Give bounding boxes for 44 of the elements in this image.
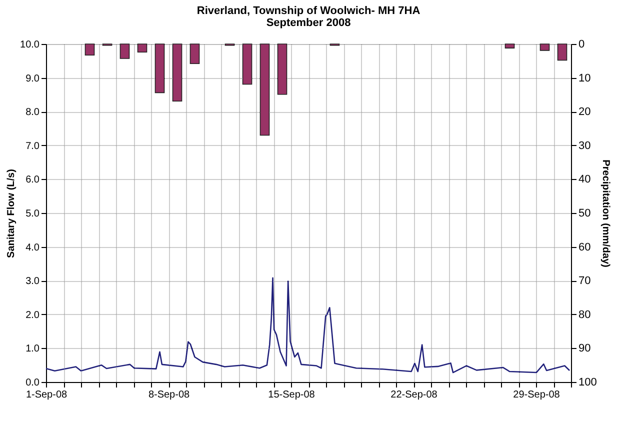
y2-tick-label: 50 [578, 208, 591, 220]
y2-tick-label: 40 [578, 174, 591, 186]
bar [172, 44, 182, 102]
x-tick-label: 29-Sep-08 [513, 390, 560, 400]
y2-tick-label: 30 [578, 140, 591, 152]
bar [84, 44, 95, 56]
y2-tick-label: 70 [578, 275, 591, 288]
y2-tick-label: 0 [578, 38, 585, 50]
y-tick-label: 10.0 [20, 40, 40, 50]
bar [557, 44, 568, 61]
bar [540, 44, 550, 51]
y2-tick-label: 90 [578, 342, 591, 355]
bar [277, 44, 288, 95]
y2-tick-label: 100 [578, 376, 597, 388]
bar [260, 44, 270, 136]
bar [137, 44, 148, 53]
y-tick-label: 3.0 [26, 276, 40, 288]
chart-title: Riverland, Township of Woolwich- MH 7HA [196, 5, 420, 17]
x-tick-label: 1-Sep-08 [26, 390, 68, 400]
y2-tick-label: 20 [578, 106, 591, 118]
line-series [45, 277, 570, 374]
y-tick-label: 2.0 [26, 310, 40, 321]
x-tick-label: 22-Sep-08 [390, 390, 438, 400]
y-tick-label: 8.0 [26, 107, 40, 118]
chart-subtitle: September 2008 [266, 17, 351, 29]
x-tick-label: 15-Sep-08 [268, 390, 316, 400]
y-tick-label: 4.0 [26, 242, 40, 254]
bar [242, 44, 252, 85]
y-tick-label: 0.0 [26, 378, 40, 388]
bar [190, 44, 200, 64]
y2-axis-title: Precipitation (mm/day) [600, 160, 611, 268]
y-axis-title: Sanitary Flow (L/s) [6, 169, 18, 258]
y-tick-label: 1.0 [26, 344, 40, 355]
y2-tick-label: 10 [578, 72, 591, 84]
y2-tick-label: 80 [578, 308, 591, 321]
y2-tick-label: 60 [578, 241, 591, 254]
bar [120, 44, 130, 59]
x-tick-label: 8-Sep-08 [148, 390, 190, 400]
bar [504, 44, 515, 48]
y-tick-label: 6.0 [26, 174, 40, 186]
bar [154, 44, 165, 94]
y-tick-label: 9.0 [26, 73, 40, 84]
y-tick-label: 7.0 [26, 140, 40, 152]
y-tick-label: 5.0 [26, 208, 40, 220]
